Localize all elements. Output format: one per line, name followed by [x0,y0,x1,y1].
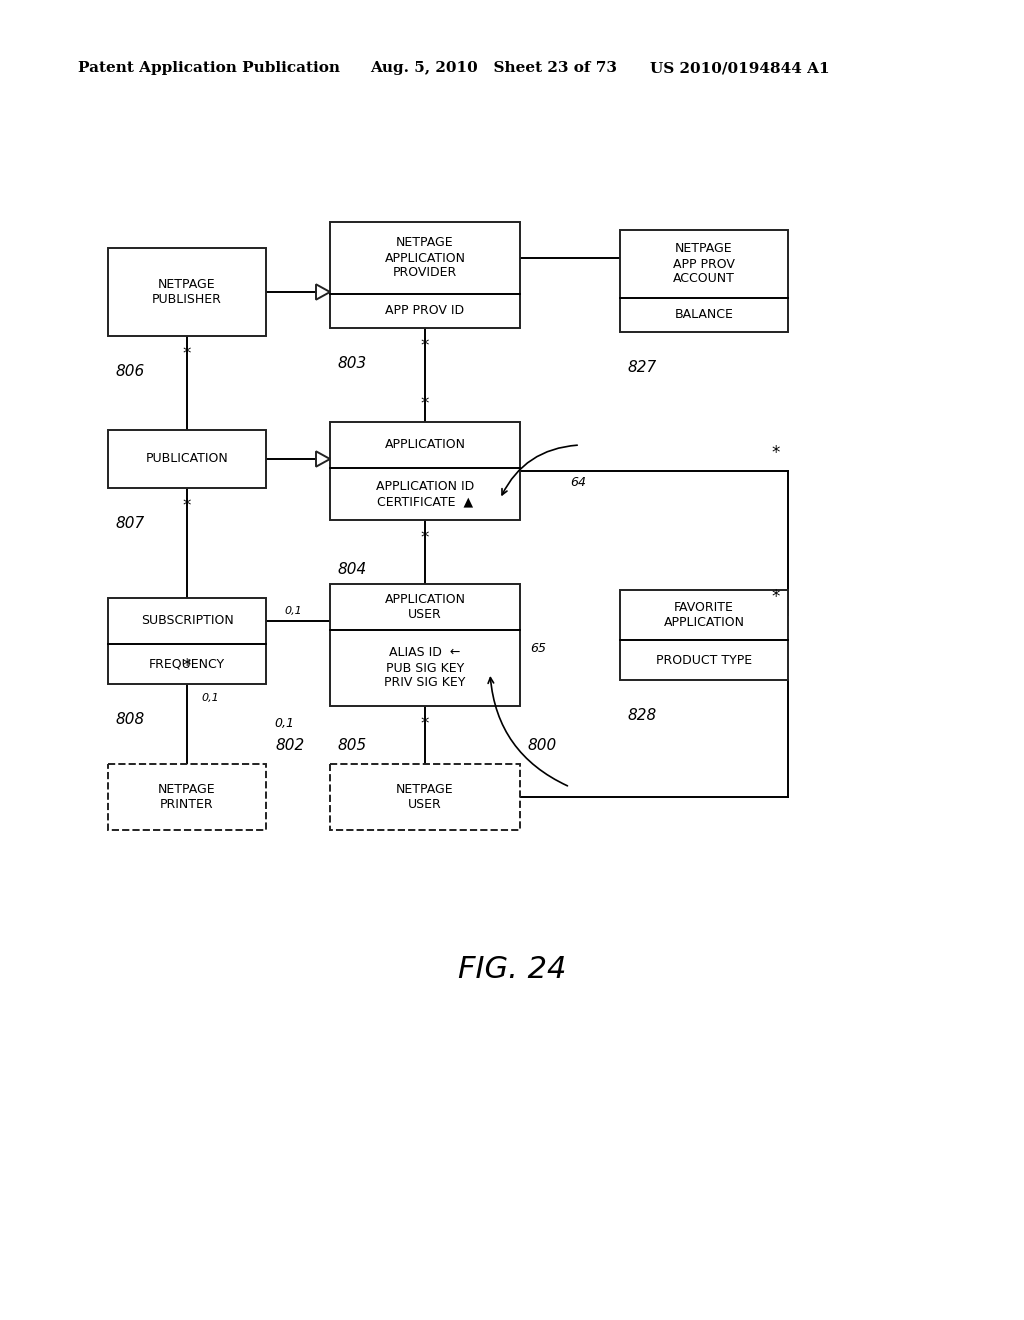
Text: 828: 828 [628,709,657,723]
Text: FAVORITE
APPLICATION: FAVORITE APPLICATION [664,601,744,630]
Text: *: * [183,657,191,675]
Text: PUBLICATION: PUBLICATION [145,453,228,466]
Text: 806: 806 [116,364,145,380]
Text: Patent Application Publication: Patent Application Publication [78,61,340,75]
Text: *: * [421,337,429,355]
Text: *: * [772,444,780,462]
Text: 803: 803 [338,356,368,371]
Text: APP PROV ID: APP PROV ID [385,305,465,318]
Bar [108,764,266,830]
Text: *: * [183,345,191,363]
Bar [620,590,788,680]
Text: 0,1: 0,1 [201,693,219,704]
Text: 65: 65 [530,642,546,655]
Text: SUBSCRIPTION: SUBSCRIPTION [140,615,233,627]
Text: 808: 808 [116,713,145,727]
Text: *: * [421,395,429,413]
Text: 805: 805 [338,738,368,754]
Text: BALANCE: BALANCE [675,309,733,322]
Text: NETPAGE
PRINTER: NETPAGE PRINTER [158,783,216,810]
Bar [330,583,520,706]
Bar [330,422,520,520]
Text: FIG. 24: FIG. 24 [458,956,566,985]
Text: APPLICATION
USER: APPLICATION USER [384,593,466,620]
Text: *: * [421,715,429,733]
Text: 827: 827 [628,360,657,375]
Text: 0,1: 0,1 [274,718,294,730]
Text: *: * [772,587,780,606]
Text: NETPAGE
APPLICATION
PROVIDER: NETPAGE APPLICATION PROVIDER [384,236,466,280]
Text: APPLICATION: APPLICATION [384,438,466,451]
Text: *: * [421,529,429,546]
Text: 802: 802 [276,738,305,754]
Bar [620,230,788,333]
Text: 64: 64 [570,477,586,490]
Bar [330,222,520,327]
Text: Aug. 5, 2010   Sheet 23 of 73: Aug. 5, 2010 Sheet 23 of 73 [370,61,617,75]
Text: APPLICATION ID
CERTIFICATE  ▲: APPLICATION ID CERTIFICATE ▲ [376,480,474,508]
Text: *: * [183,498,191,515]
Text: ALIAS ID  ←
PUB SIG KEY
PRIV SIG KEY: ALIAS ID ← PUB SIG KEY PRIV SIG KEY [384,647,466,689]
Text: 0,1: 0,1 [284,606,302,616]
Bar [108,430,266,488]
Text: PRODUCT TYPE: PRODUCT TYPE [656,653,752,667]
Bar [330,764,520,830]
Text: NETPAGE
USER: NETPAGE USER [396,783,454,810]
Text: NETPAGE
APP PROV
ACCOUNT: NETPAGE APP PROV ACCOUNT [673,243,735,285]
Text: 804: 804 [338,562,368,578]
Bar [108,598,266,684]
Bar [108,248,266,337]
Text: 807: 807 [116,516,145,532]
Text: US 2010/0194844 A1: US 2010/0194844 A1 [650,61,829,75]
Text: NETPAGE
PUBLISHER: NETPAGE PUBLISHER [152,279,222,306]
Text: FREQUENCY: FREQUENCY [148,657,225,671]
Text: 800: 800 [528,738,557,754]
